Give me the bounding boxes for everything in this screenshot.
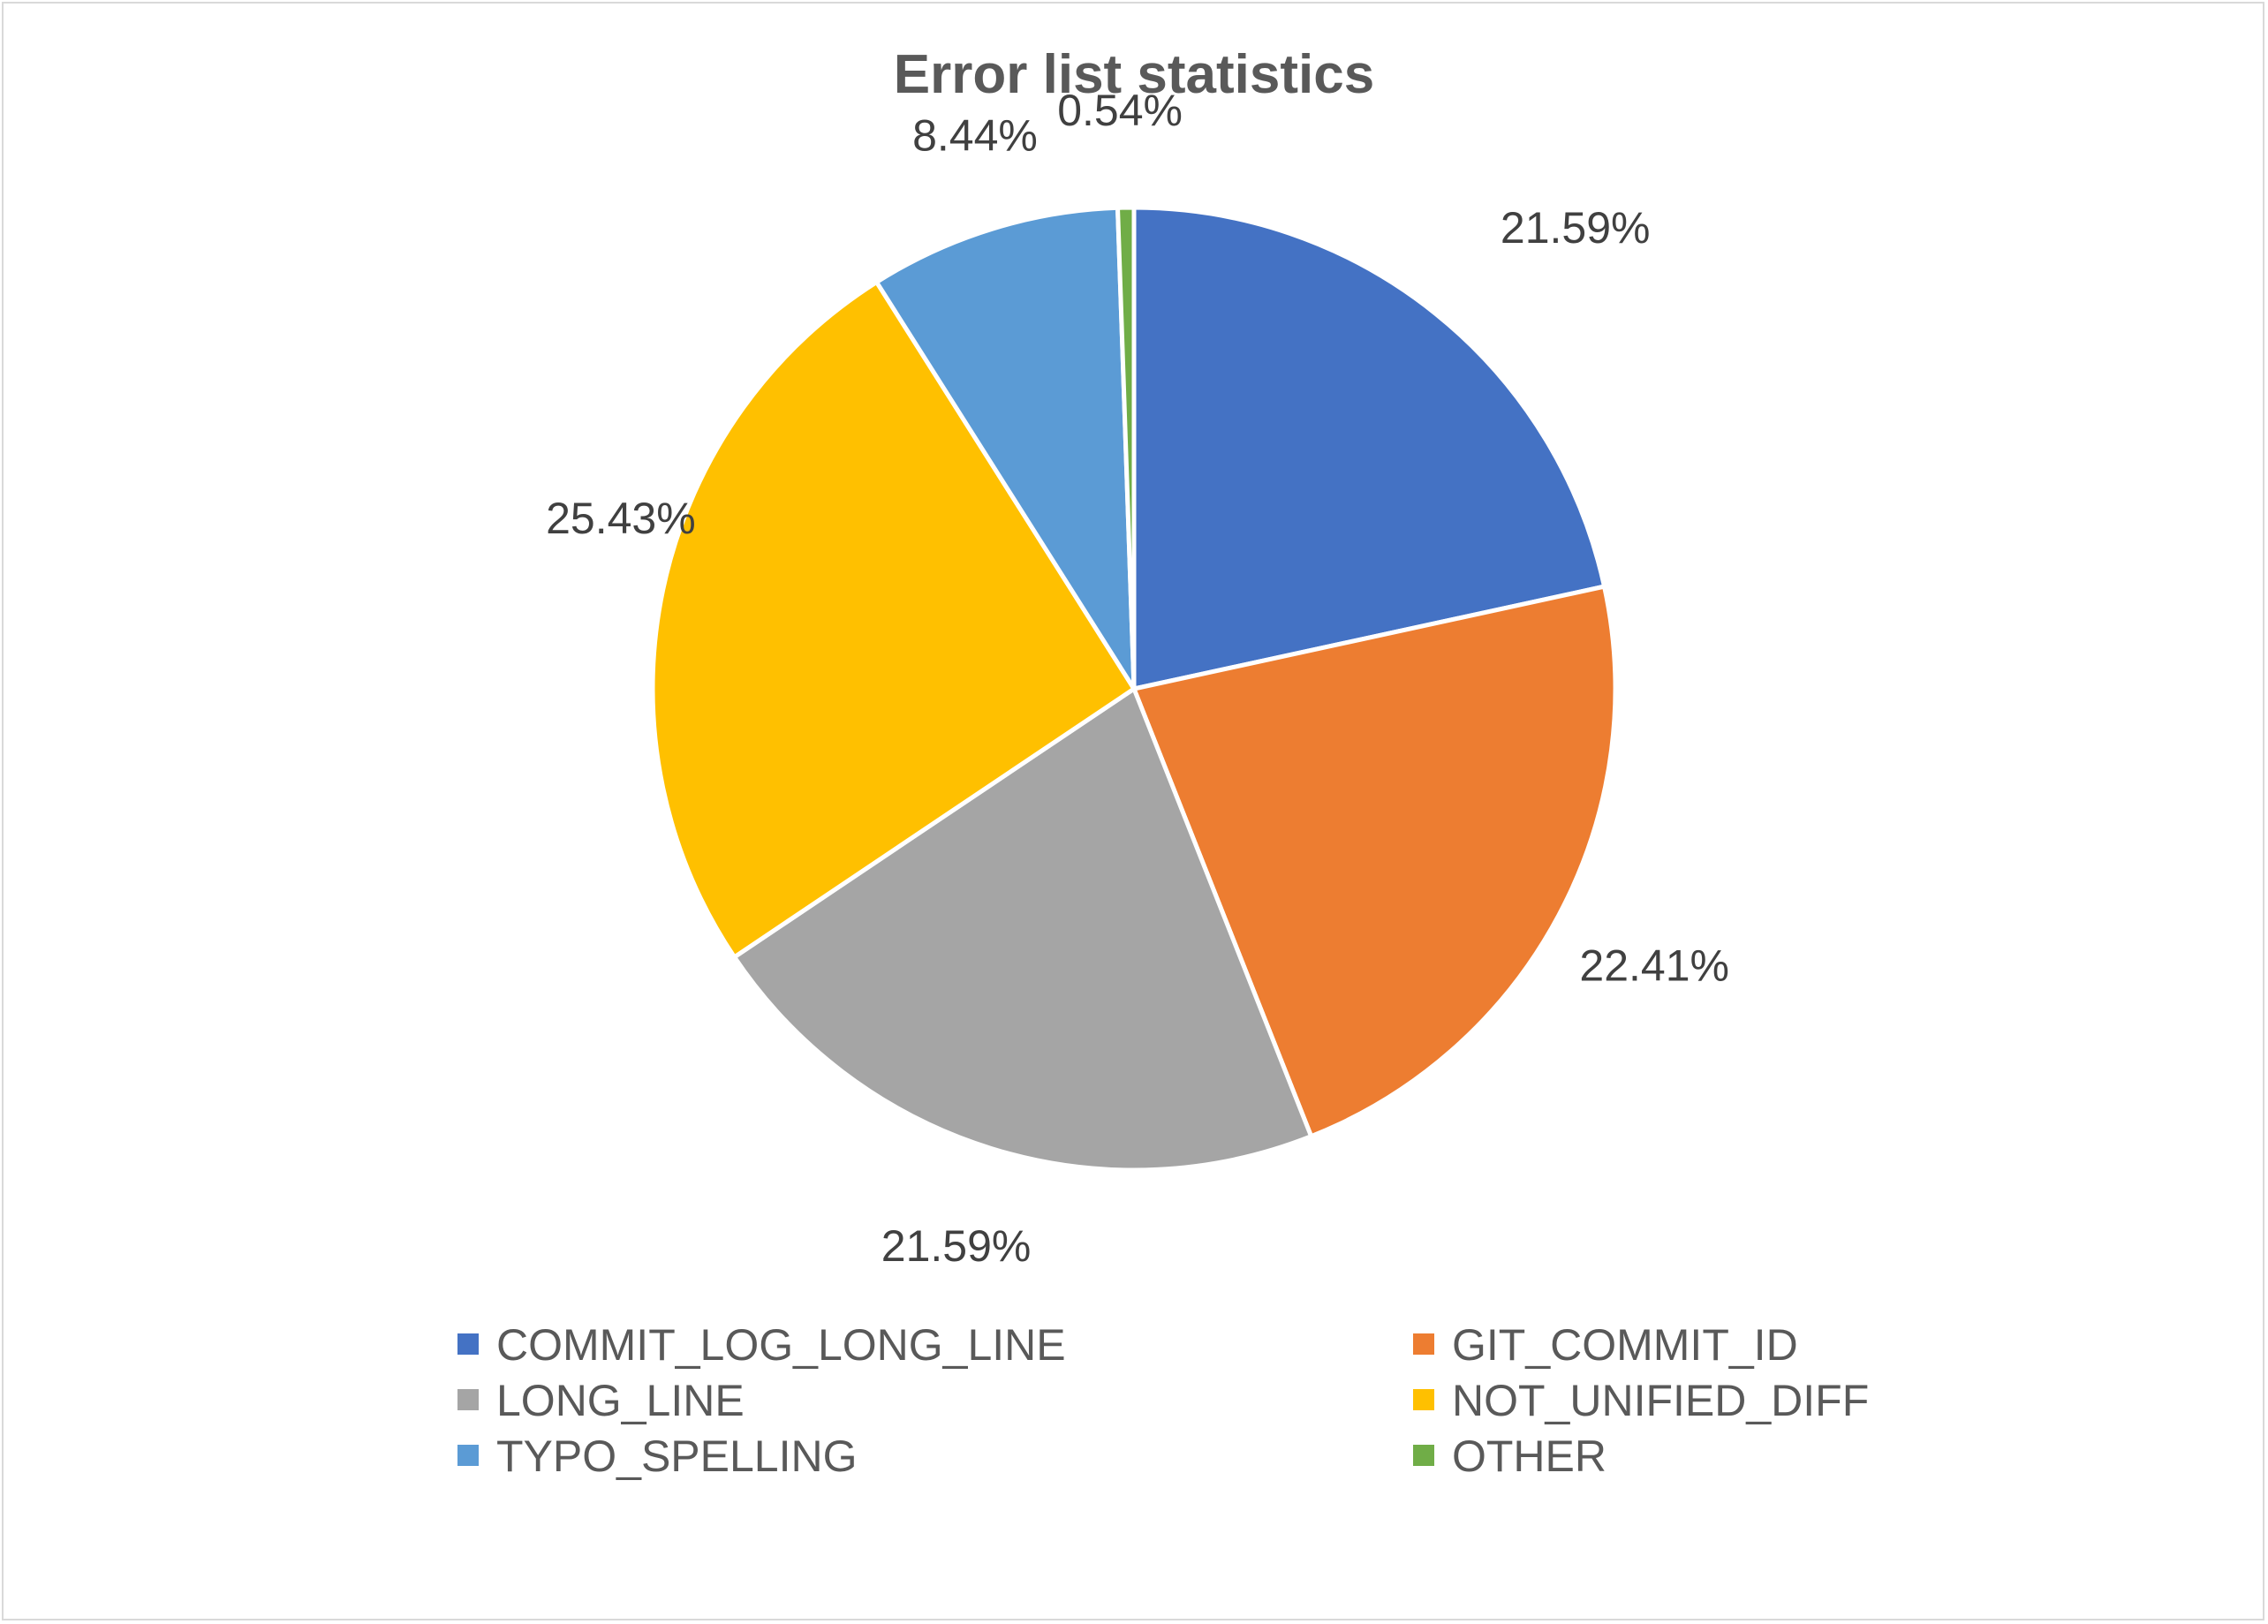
data-labels: 21.59% 22.41% 21.59% 25.43% 8.44% 0.54% bbox=[546, 86, 1729, 1271]
legend-swatch-git-commit-id bbox=[1413, 1333, 1434, 1355]
pie-slices bbox=[650, 205, 1618, 1173]
legend-label-typo-spelling: TYPO_SPELLING bbox=[496, 1431, 858, 1481]
data-label-not-unified-diff: 25.43% bbox=[546, 494, 696, 543]
legend-label-commit-log-long-line: COMMIT_LOG_LONG_LINE bbox=[496, 1320, 1066, 1370]
pie-slice-commit-log-long-line bbox=[1131, 205, 1607, 691]
pie-slice-not-unified-diff bbox=[650, 279, 1137, 960]
pie-slice-long-line bbox=[732, 686, 1314, 1173]
chart-title: Error list statistics bbox=[894, 44, 1374, 105]
legend-swatch-commit-log-long-line bbox=[457, 1333, 479, 1355]
pie-slice-other bbox=[1115, 205, 1137, 691]
legend-label-not-unified-diff: NOT_UNIFIED_DIFF bbox=[1452, 1376, 1869, 1425]
legend-swatch-typo-spelling bbox=[457, 1445, 479, 1466]
legend-label-other: OTHER bbox=[1452, 1431, 1606, 1481]
data-label-other: 0.54% bbox=[1057, 86, 1183, 135]
data-label-git-commit-id: 22.41% bbox=[1579, 940, 1729, 990]
legend: COMMIT_LOG_LONG_LINE GIT_COMMIT_ID LONG_LI… bbox=[457, 1320, 1869, 1481]
pie-slice-git-commit-id bbox=[1131, 584, 1618, 1139]
data-label-long-line: 21.59% bbox=[881, 1221, 1032, 1271]
legend-label-long-line: LONG_LINE bbox=[496, 1376, 745, 1425]
legend-swatch-not-unified-diff bbox=[1413, 1389, 1434, 1410]
data-label-typo-spelling: 8.44% bbox=[912, 111, 1038, 161]
data-label-commit-log-long-line: 21.59% bbox=[1501, 203, 1651, 253]
legend-label-git-commit-id: GIT_COMMIT_ID bbox=[1452, 1320, 1798, 1370]
legend-swatch-other bbox=[1413, 1445, 1434, 1466]
pie-slice-typo-spelling bbox=[874, 205, 1137, 691]
legend-swatch-long-line bbox=[457, 1389, 479, 1410]
